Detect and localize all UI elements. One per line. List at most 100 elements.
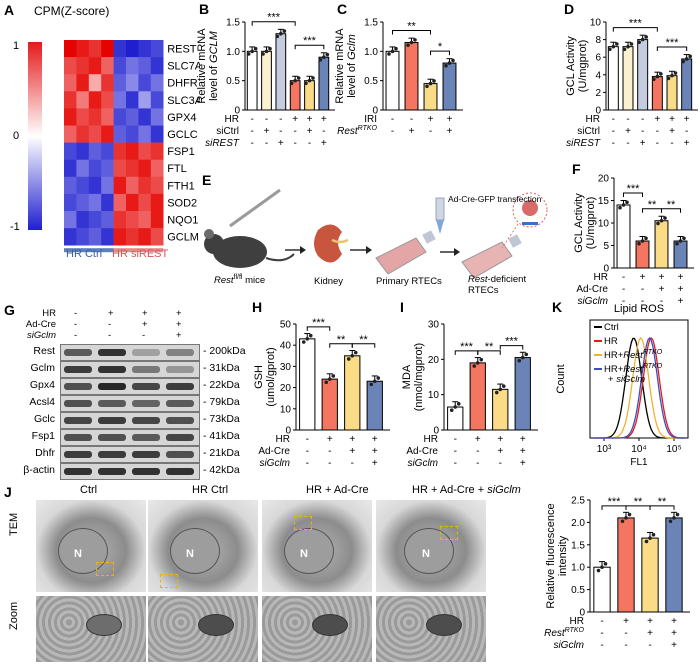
tem-image: N [148, 500, 258, 592]
condition-row-label: IRI [364, 114, 377, 125]
y-tick-label: 1.0 [226, 47, 240, 58]
condition-mark: - [328, 446, 331, 457]
western-condition-mark: + [176, 319, 182, 330]
y-tick-label: 30 [280, 362, 292, 373]
condition-row-label: siREST [205, 138, 240, 149]
condition-mark: - [641, 284, 644, 295]
data-point [301, 340, 306, 344]
data-point [673, 71, 678, 75]
data-point [447, 61, 452, 65]
western-band [132, 434, 160, 441]
heatmap-cell [88, 176, 102, 195]
western-band [98, 434, 126, 441]
y-tick-label: 0 [234, 106, 240, 117]
data-point [324, 380, 329, 385]
heatmap-cell [64, 193, 77, 212]
heatmap-cell [64, 159, 77, 178]
condition-mark: + [428, 114, 434, 125]
chart-title: Lipid ROS [614, 303, 664, 315]
data-point [637, 241, 641, 246]
heatmap-cell [126, 57, 139, 75]
data-point [432, 79, 436, 83]
significance-label: ** [485, 341, 494, 353]
nucleus-label: N [186, 548, 194, 560]
data-point [325, 52, 330, 57]
y-axis-label: MDA(nmol/mgprot) [401, 343, 425, 411]
bar [299, 338, 316, 431]
data-point [618, 205, 622, 210]
western-band-row [60, 378, 200, 395]
data-point [611, 44, 616, 49]
western-band [166, 349, 194, 356]
condition-mark: + [372, 458, 378, 469]
heatmap-cell [76, 74, 90, 92]
tem-title-hr-ctrl: HR Ctrl [192, 484, 229, 496]
western-band [64, 383, 92, 390]
condition-mark: - [306, 458, 309, 469]
heatmap-cell [126, 159, 139, 178]
western-condition-label: siGclm [26, 330, 56, 341]
western-band [166, 366, 194, 373]
data-point [608, 47, 612, 52]
heatmap-cell [88, 211, 102, 229]
condition-mark: - [391, 126, 394, 137]
heatmap-cell [101, 74, 114, 92]
mouse-label: Restfl/fl mice [214, 274, 266, 287]
data-point [250, 49, 254, 54]
significance-label: ** [658, 496, 667, 508]
heatmap-cell [150, 40, 164, 58]
significance-bracket [656, 46, 688, 51]
panel-label-j: J [4, 484, 12, 500]
heatmap-gene-label: SLC7A11 [167, 61, 200, 73]
western-band [98, 468, 126, 475]
y-axis-label: Relative mRNAlevel of GCLM [197, 28, 220, 104]
data-point [675, 512, 680, 517]
tem-image: N [36, 500, 146, 592]
heatmap-cell [138, 125, 152, 143]
bar-chart-i: I0102030MDA(nmol/mgprot)---+--++-+++HRAd… [400, 299, 538, 469]
condition-row-label: HR [424, 434, 438, 445]
condition-row-label: HR [276, 434, 290, 445]
heatmap-gene-label: FTL [167, 163, 187, 175]
heatmap-cell [150, 228, 164, 246]
data-point [331, 374, 336, 378]
y-tick-label: 10 [590, 18, 602, 29]
heatmap-cell [126, 40, 139, 58]
data-point [501, 384, 506, 388]
y-tick-label: 30 [428, 320, 440, 331]
significance-bracket [661, 208, 681, 213]
bar [442, 62, 457, 111]
data-point [451, 58, 455, 63]
western-band [98, 383, 126, 390]
heatmap-cell [101, 159, 114, 178]
western-kda-label: - 21kDa [203, 447, 240, 459]
condition-mark: + [447, 114, 453, 125]
heatmap-cell [64, 176, 77, 195]
heatmap-cell [113, 108, 127, 126]
condition-mark: - [454, 434, 457, 445]
data-point [387, 52, 391, 56]
data-point [517, 358, 522, 363]
significance-label: *** [460, 341, 474, 353]
condition-mark: + [654, 114, 660, 125]
condition-mark: + [497, 446, 503, 457]
deficient-rtecs-label: Rest-deficient RTECs [468, 274, 527, 296]
kidney-label: Kidney [314, 276, 344, 287]
culture-flask-icon [375, 230, 436, 275]
panel-a: A CPM(Z-score) 1 0 -1 REST SLC7A11 DHFR SLC… [0, 0, 200, 300]
heatmap-cell [113, 40, 127, 58]
bar [616, 204, 631, 269]
condition-mark: - [612, 126, 615, 137]
condition-row-label: siREST [566, 138, 601, 149]
condition-mark: + [278, 138, 284, 149]
data-point [596, 568, 601, 573]
bar [261, 50, 272, 111]
condition-mark: - [250, 114, 253, 125]
western-kda-label: - 200kDa [203, 345, 246, 357]
heatmap-cell [76, 125, 90, 143]
western-condition-mark: - [142, 330, 146, 341]
y-tick-label: 2.5 [571, 496, 585, 507]
condition-mark: + [327, 434, 333, 445]
histogram-line [593, 336, 685, 439]
heatmap-gene-label: SOD2 [167, 197, 197, 209]
